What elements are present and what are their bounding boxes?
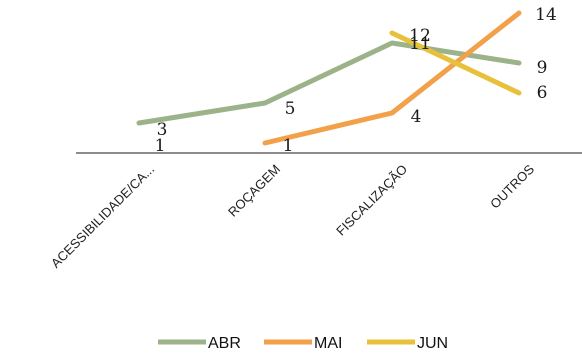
series-line-jun bbox=[389, 30, 522, 96]
data-label-mai-fiscalizacao: 4 bbox=[411, 107, 422, 127]
series-line-mai bbox=[262, 10, 522, 146]
category-tick-labels: ACESSIBILIDADE/CA... ROÇAGEM FISCALIZAÇÃO O… bbox=[48, 161, 537, 270]
data-label-abr-fiscalizacao: 11 bbox=[409, 34, 431, 54]
data-label-jun-outros: 6 bbox=[537, 83, 548, 103]
tick-label-rocagem: ROÇAGEM bbox=[225, 162, 283, 220]
series-line-abr bbox=[136, 40, 522, 126]
data-label-abr-rocagem: 5 bbox=[285, 99, 296, 119]
legend: ABR MAI JUN bbox=[158, 335, 448, 352]
tick-label-outros: OUTROS bbox=[487, 161, 537, 211]
data-label-mai-rocagem: 1 bbox=[283, 136, 294, 156]
data-label-abr-acessibilidade-ca: 1 bbox=[155, 136, 166, 156]
legend-label-jun: JUN bbox=[417, 335, 448, 352]
data-label-mai-outros: 14 bbox=[535, 5, 557, 25]
series-lines bbox=[136, 10, 522, 146]
data-label-abr-outros: 9 bbox=[537, 58, 548, 78]
data-label-abr-acessibilidade-ca: 3 bbox=[157, 120, 168, 140]
tick-label-acessibilidade-ca: ACESSIBILIDADE/CA... bbox=[48, 162, 157, 271]
data-label-jun-fiscalizacao: 12 bbox=[409, 26, 431, 46]
legend-label-mai: MAI bbox=[314, 335, 342, 352]
legend-label-abr: ABR bbox=[208, 335, 241, 352]
tick-label-fiscalizacao: FISCALIZAÇÃO bbox=[333, 162, 410, 239]
